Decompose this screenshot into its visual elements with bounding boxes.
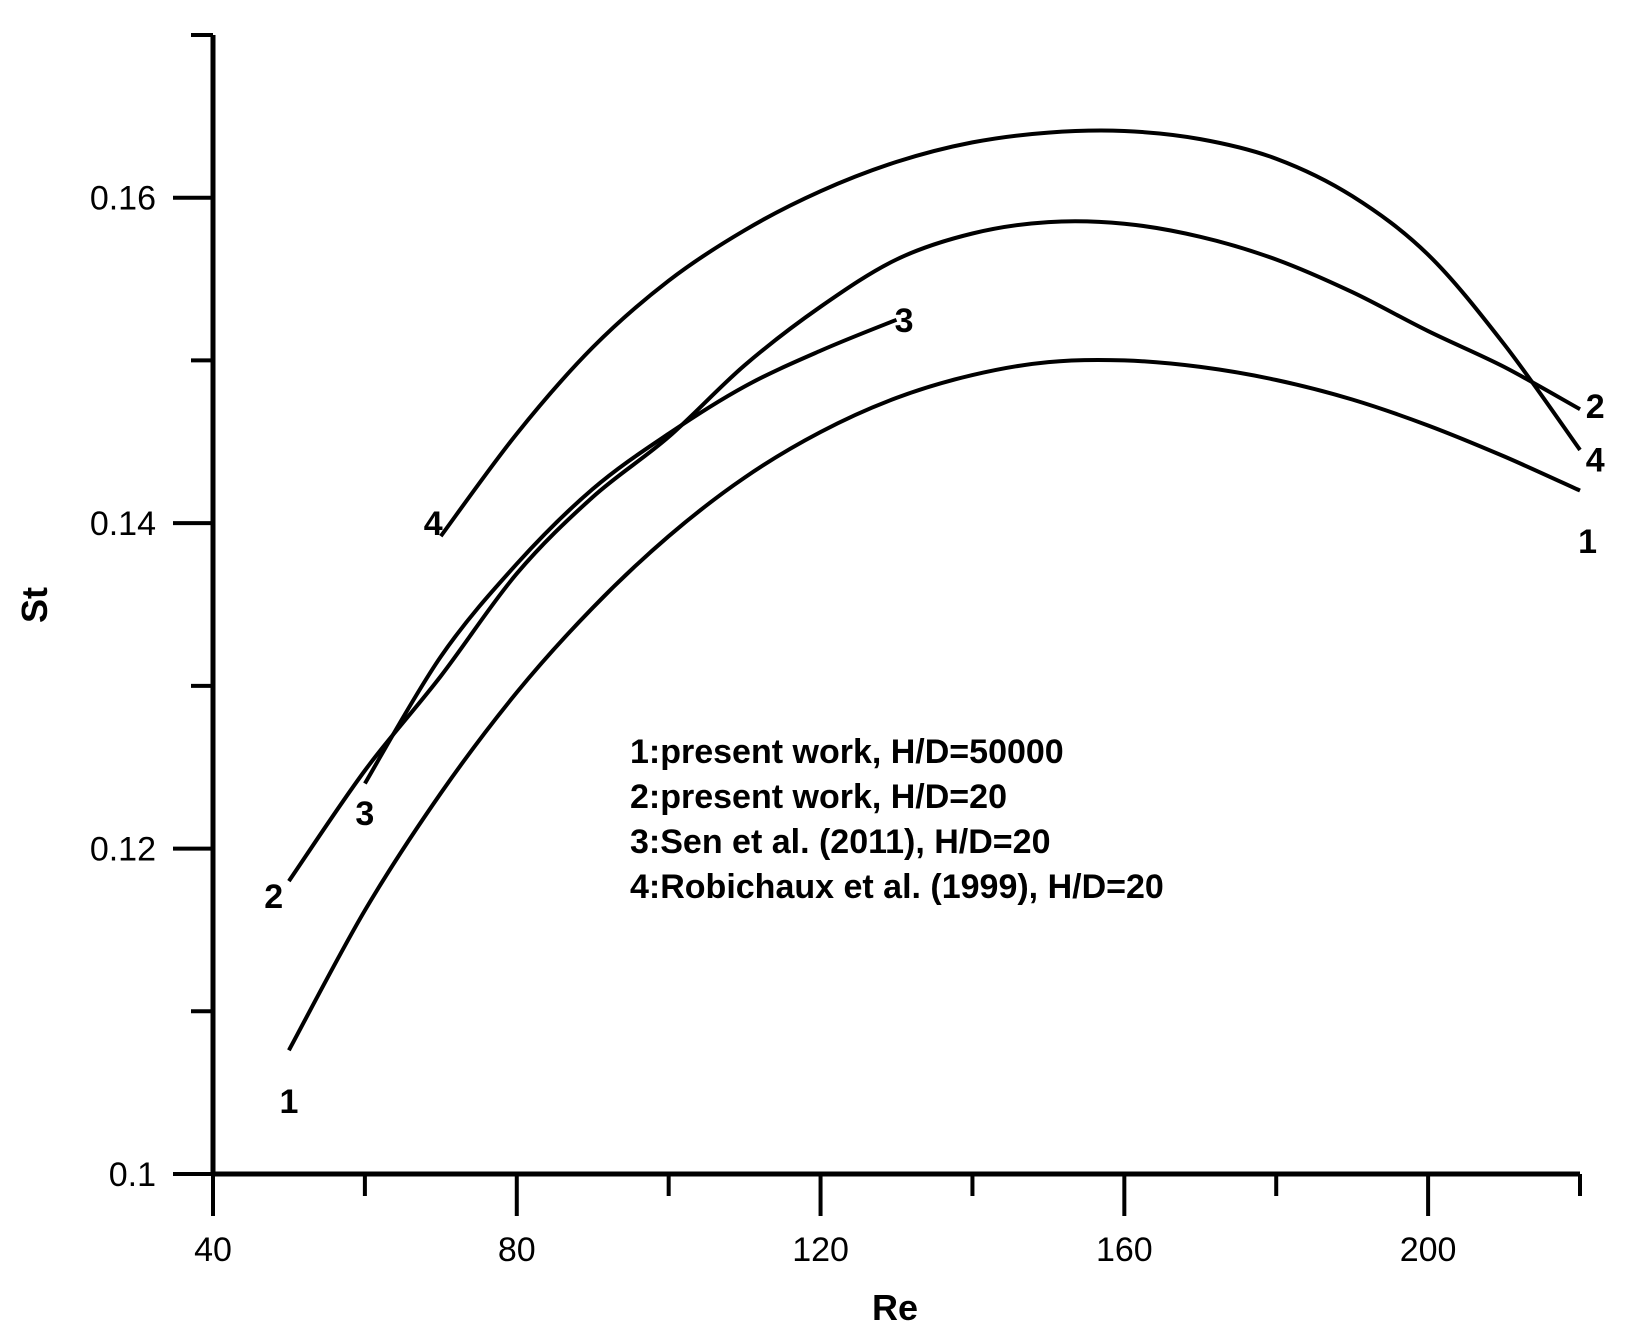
y-tick-label: 0.1 <box>109 1156 156 1194</box>
series-line-3 <box>363 317 898 785</box>
curve-label-2: 2 <box>264 878 283 916</box>
x-axis-title: Re <box>872 1287 918 1328</box>
series-line-2 <box>287 219 1581 883</box>
legend-entry-4: 4:Robichaux et al. (1999), H/D=20 <box>630 868 1164 906</box>
series-line-4 <box>439 128 1582 538</box>
legend-entry-3: 3:Sen et al. (2011), H/D=20 <box>630 823 1050 861</box>
axes <box>191 33 1580 1177</box>
legend: 1:present work, H/D=50000 2:present work… <box>630 733 1164 906</box>
curve-label-1: 1 <box>1578 523 1597 561</box>
x-tick-label: 40 <box>194 1231 232 1269</box>
y-tick-label: 0.12 <box>90 831 156 869</box>
x-tick-label: 80 <box>498 1231 536 1269</box>
legend-entry-2: 2:present work, H/D=20 <box>630 778 1007 816</box>
x-tick-label: 120 <box>792 1231 849 1269</box>
curve-label-layer: 1 1 2 2 3 3 4 4 <box>264 302 1604 1121</box>
series-line-1 <box>287 357 1581 1052</box>
ticks: 40 80 120 160 200 0.1 0.12 0.14 0.16 <box>90 180 1582 1269</box>
curve-label-1: 1 <box>279 1083 298 1121</box>
curve-label-2: 2 <box>1586 388 1605 426</box>
curve-label-3: 3 <box>895 302 914 340</box>
curve-label-4: 4 <box>1586 442 1605 480</box>
y-tick-label: 0.16 <box>90 180 156 218</box>
series-layer <box>287 128 1582 1052</box>
y-tick-label: 0.14 <box>90 505 156 543</box>
legend-entry-1: 1:present work, H/D=50000 <box>630 733 1064 771</box>
x-tick-label: 200 <box>1400 1231 1457 1269</box>
y-axis-title: St <box>14 587 55 623</box>
x-tick-label: 160 <box>1096 1231 1153 1269</box>
curve-label-3: 3 <box>355 795 374 833</box>
curve-label-4: 4 <box>424 505 443 543</box>
